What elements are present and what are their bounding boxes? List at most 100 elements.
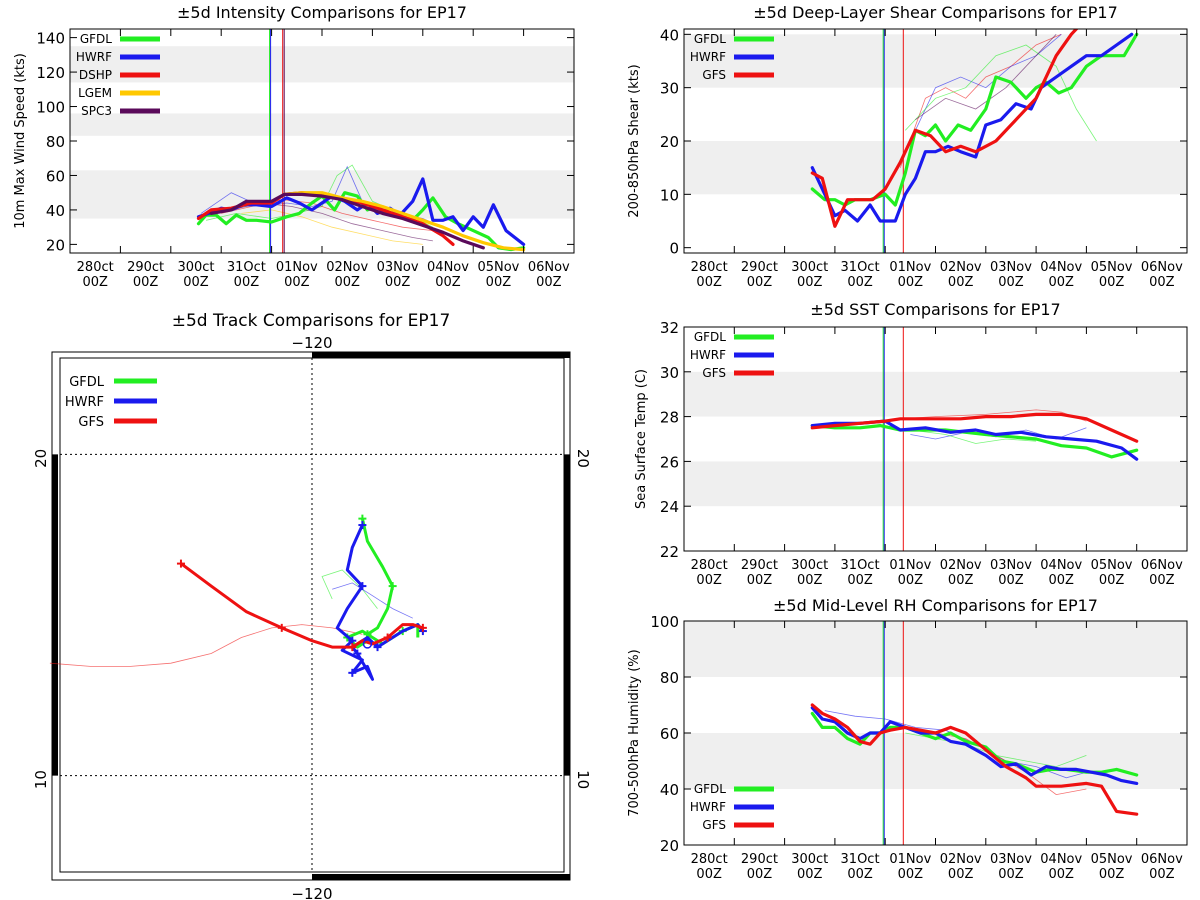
x-tick-sublabel: 00Z xyxy=(747,573,773,588)
y-tick-label: 30 xyxy=(660,80,679,98)
lat-label-right: 10 xyxy=(574,770,592,789)
y-tick-label: 80 xyxy=(46,133,65,151)
x-tick-label: 31Oct xyxy=(227,260,266,275)
frame-bar-left xyxy=(52,454,58,776)
legend-label: LGEM xyxy=(78,86,112,100)
x-tick-sublabel: 00Z xyxy=(133,275,159,290)
x-tick-label: 06Nov xyxy=(528,260,570,275)
x-tick-label: 280ct xyxy=(691,260,728,275)
chart-title: ±5d SST Comparisons for EP17 xyxy=(810,300,1060,319)
x-tick-label: 280ct xyxy=(691,558,728,573)
x-tick-sublabel: 00Z xyxy=(536,275,562,290)
x-tick-label: 04Nov xyxy=(1040,558,1082,573)
x-tick-label: 06Nov xyxy=(1141,558,1183,573)
x-tick-label: 02Nov xyxy=(326,260,368,275)
x-tick-label: 300ct xyxy=(791,852,828,867)
series-line-gfs xyxy=(810,412,1139,443)
series-line-gfs xyxy=(810,29,1079,228)
x-tick-label: 04Nov xyxy=(427,260,469,275)
shaded-band xyxy=(684,461,1187,507)
x-tick-sublabel: 00Z xyxy=(234,275,260,290)
series-line-gfdl xyxy=(196,191,526,252)
x-tick-label: 290ct xyxy=(741,260,778,275)
x-tick-sublabel: 00Z xyxy=(435,275,461,290)
x-tick-sublabel: 00Z xyxy=(847,867,873,882)
thin-line-gfs xyxy=(899,33,1062,168)
y-tick-label: 26 xyxy=(660,453,679,471)
x-tick-label: 01Nov xyxy=(889,852,931,867)
shaded-band xyxy=(70,113,574,136)
series-line-lgem xyxy=(282,191,526,252)
x-tick-sublabel: 00Z xyxy=(696,275,722,290)
x-tick-label: 04Nov xyxy=(1040,260,1082,275)
x-tick-sublabel: 00Z xyxy=(1099,573,1125,588)
plot-area xyxy=(196,29,526,253)
legend-label: SPC3 xyxy=(81,104,112,118)
x-tick-sublabel: 00Z xyxy=(747,867,773,882)
x-tick-label: 290ct xyxy=(741,558,778,573)
x-tick-label: 01Nov xyxy=(276,260,318,275)
y-axis-label: 10m Max Wind Speed (kts) xyxy=(13,53,28,229)
x-tick-label: 04Nov xyxy=(1040,852,1082,867)
lat-label-left: 10 xyxy=(32,770,50,789)
y-tick-label: 28 xyxy=(660,409,679,427)
x-tick-label: 05Nov xyxy=(1091,558,1133,573)
x-tick-sublabel: 00Z xyxy=(1099,867,1125,882)
legend-label: GFS xyxy=(702,366,726,380)
y-tick-label: 60 xyxy=(46,167,65,185)
legend-label: HWRF xyxy=(65,395,104,410)
x-tick-label: 290ct xyxy=(741,852,778,867)
legend-label: HWRF xyxy=(690,50,726,64)
y-tick-label: 100 xyxy=(650,613,679,631)
y-tick-label: 10 xyxy=(660,186,679,204)
x-tick-sublabel: 00Z xyxy=(696,573,722,588)
y-tick-label: 140 xyxy=(36,30,65,48)
x-tick-sublabel: 00Z xyxy=(747,275,773,290)
x-tick-sublabel: 00Z xyxy=(898,867,924,882)
x-tick-sublabel: 00Z xyxy=(696,867,722,882)
x-tick-label: 300ct xyxy=(177,260,214,275)
intensity-chart: 20406080100120140280ct00Z290ct00Z300ct00… xyxy=(13,3,575,290)
y-tick-label: 20 xyxy=(660,133,679,151)
legend-label: DSHP xyxy=(79,68,112,82)
map-outer-border xyxy=(51,351,571,881)
legend-label: GFDL xyxy=(69,375,105,390)
plot-area xyxy=(810,621,1139,845)
x-tick-label: 03Nov xyxy=(377,260,419,275)
x-tick-sublabel: 00Z xyxy=(948,275,974,290)
frame-bar-bottom xyxy=(312,874,570,880)
x-tick-sublabel: 00Z xyxy=(1149,867,1175,882)
thin-track-gfs xyxy=(49,624,363,667)
shaded-band xyxy=(684,621,1187,677)
lon-label-top: −120 xyxy=(291,334,332,352)
x-tick-label: 06Nov xyxy=(1141,852,1183,867)
chart-title: ±5d Intensity Comparisons for EP17 xyxy=(177,3,467,22)
x-tick-sublabel: 00Z xyxy=(1099,275,1125,290)
x-tick-sublabel: 00Z xyxy=(183,275,209,290)
y-tick-label: 24 xyxy=(660,498,679,516)
x-tick-sublabel: 00Z xyxy=(797,275,823,290)
rh-chart: 20406080100280ct00Z290ct00Z300ct00Z31Oct… xyxy=(627,596,1188,882)
shaded-band xyxy=(684,371,1187,417)
y-tick-label: 40 xyxy=(46,202,65,220)
chart-title: ±5d Deep-Layer Shear Comparisons for EP1… xyxy=(753,3,1118,22)
y-tick-label: 80 xyxy=(660,669,679,687)
legend-label: GFDL xyxy=(80,32,112,46)
x-tick-label: 31Oct xyxy=(841,558,880,573)
frame-bar-right xyxy=(564,454,570,776)
y-tick-label: 40 xyxy=(660,26,679,44)
x-tick-label: 300ct xyxy=(791,558,828,573)
lon-label-bottom: −120 xyxy=(291,885,332,900)
shaded-band xyxy=(684,733,1187,789)
y-tick-label: 40 xyxy=(660,781,679,799)
x-tick-label: 06Nov xyxy=(1141,260,1183,275)
y-tick-label: 100 xyxy=(36,99,65,117)
x-tick-label: 05Nov xyxy=(1091,260,1133,275)
x-tick-sublabel: 00Z xyxy=(1049,573,1075,588)
x-tick-sublabel: 00Z xyxy=(82,275,108,290)
x-tick-sublabel: 00Z xyxy=(1049,275,1075,290)
y-tick-label: 22 xyxy=(660,543,679,561)
x-tick-label: 03Nov xyxy=(990,260,1032,275)
y-tick-label: 32 xyxy=(660,319,679,337)
